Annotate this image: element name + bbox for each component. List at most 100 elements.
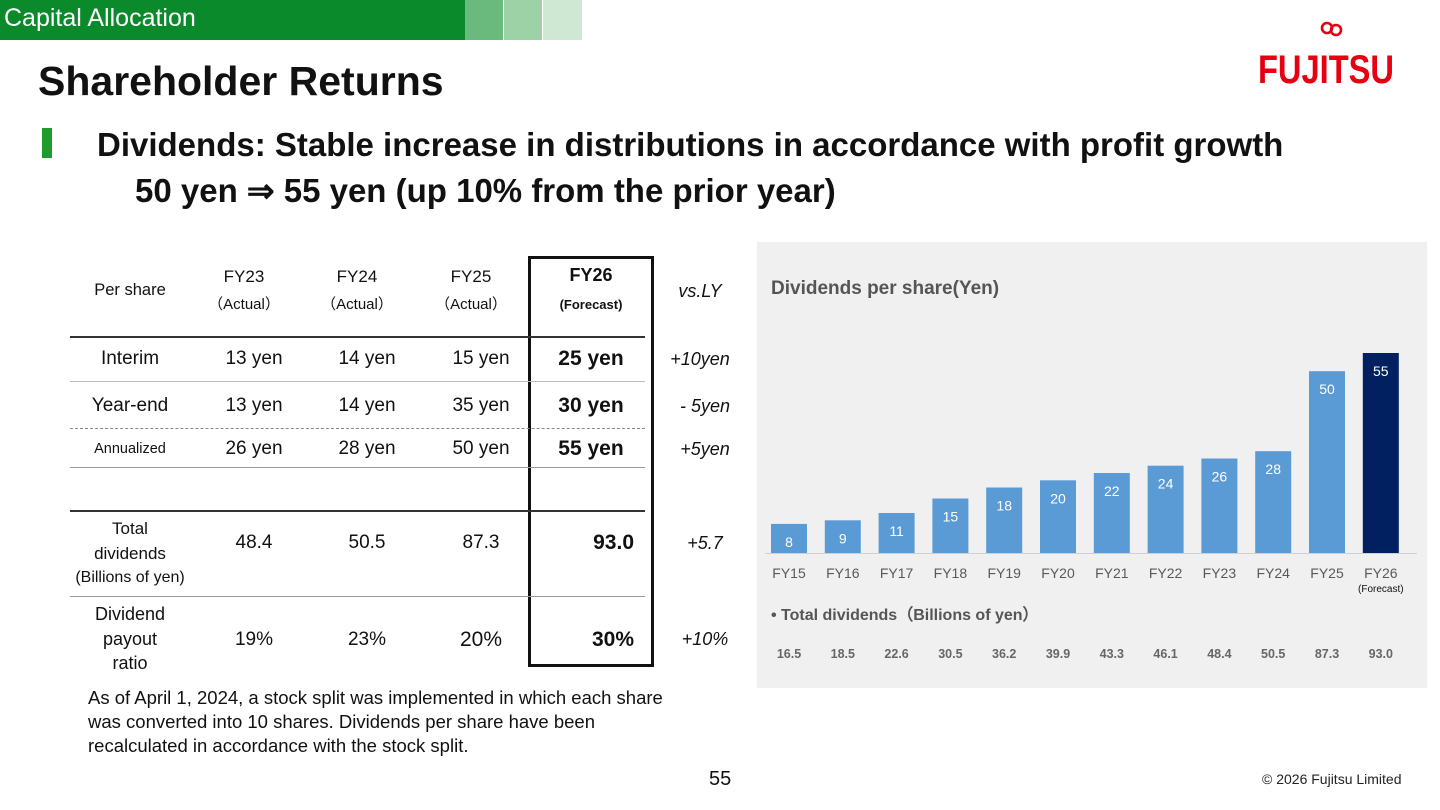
table-cell-forecast: 93.0 bbox=[593, 531, 634, 554]
page-number: 55 bbox=[709, 768, 732, 790]
total-dividend-value: 36.2 bbox=[992, 647, 1016, 661]
bar bbox=[1309, 371, 1345, 553]
row-label-interim: Interim bbox=[100, 348, 160, 369]
table-cell: 13 yen bbox=[225, 348, 283, 369]
vs-last-year-value: +5.7 bbox=[687, 533, 723, 553]
row-label-payout-ratio: ratio bbox=[112, 653, 148, 673]
x-tick-label: FY16 bbox=[826, 565, 860, 581]
total-dividend-value: 39.9 bbox=[1046, 647, 1070, 661]
x-tick-label: FY19 bbox=[987, 565, 1021, 581]
bar-value-label: 11 bbox=[889, 523, 904, 539]
row-label-year-end: Year-end bbox=[91, 395, 169, 416]
bar-value-label: 24 bbox=[1158, 476, 1174, 492]
table-cell: 23% bbox=[347, 629, 387, 650]
dividend-chart-panel: Dividends per share(Yen) 8 FY15 16.5 9 FY16 18… bbox=[757, 242, 1427, 688]
table-cell: 28 yen bbox=[338, 438, 396, 459]
x-tick-label: FY15 bbox=[772, 565, 806, 581]
bar-value-label: 18 bbox=[996, 498, 1012, 514]
table-corner-label: Per share bbox=[94, 281, 166, 299]
table-cell-forecast: 30% bbox=[591, 628, 634, 651]
table-rule bbox=[70, 596, 645, 597]
total-dividend-value: 93.0 bbox=[1369, 647, 1393, 661]
row-label-payout-ratio: Dividend bbox=[94, 604, 166, 624]
table-cell-forecast: 30 yen bbox=[558, 394, 624, 417]
table-rule bbox=[70, 381, 645, 382]
bar bbox=[1362, 353, 1399, 553]
table-cell: 14 yen bbox=[338, 395, 396, 416]
column-year: FY24 bbox=[336, 267, 378, 286]
column-status: （Actual） bbox=[435, 296, 507, 313]
row-label-annualized: Annualized bbox=[94, 441, 166, 457]
bar bbox=[1201, 458, 1238, 553]
vs-last-year-value: +10yen bbox=[670, 349, 730, 369]
logo-wordmark: FUJITSU bbox=[1258, 48, 1394, 89]
x-tick-label: FY17 bbox=[880, 565, 914, 581]
vs-last-year-value: +10% bbox=[681, 629, 729, 649]
section-label: Capital Allocation bbox=[4, 4, 196, 32]
stock-split-footnote: As of April 1, 2024, a stock split was i… bbox=[88, 687, 663, 756]
x-tick-label: FY20 bbox=[1041, 565, 1075, 581]
table-cell: 87.3 bbox=[462, 532, 500, 553]
bar-value-label: 9 bbox=[839, 530, 847, 546]
table-cell-forecast: 55 yen bbox=[558, 437, 624, 460]
row-label-total-dividends: Total bbox=[112, 519, 148, 538]
fujitsu-logo: FUJITSU bbox=[1258, 21, 1394, 89]
band-square-3 bbox=[543, 0, 582, 40]
table-rule-dashed bbox=[70, 428, 645, 429]
vs-last-year-value: +5yen bbox=[680, 439, 730, 459]
column-year: FY25 bbox=[450, 267, 492, 286]
total-dividend-value: 48.4 bbox=[1207, 647, 1231, 661]
table-cell-forecast: 25 yen bbox=[558, 347, 624, 370]
total-dividend-value: 30.5 bbox=[938, 647, 962, 661]
x-tick-label: FY26 bbox=[1364, 565, 1398, 581]
bar-value-label: 22 bbox=[1104, 483, 1120, 499]
x-tick-label: FY24 bbox=[1256, 565, 1290, 581]
table-rule bbox=[70, 510, 645, 512]
bar-value-label: 26 bbox=[1212, 469, 1228, 485]
total-dividend-value: 18.5 bbox=[831, 647, 855, 661]
x-tick-label: FY22 bbox=[1149, 565, 1183, 581]
total-dividend-value: 22.6 bbox=[884, 647, 908, 661]
total-dividend-value: 43.3 bbox=[1100, 647, 1124, 661]
section-band bbox=[0, 0, 465, 40]
column-status: （Actual） bbox=[208, 296, 280, 313]
table-cell: 26 yen bbox=[225, 438, 283, 459]
bar-value-label: 28 bbox=[1265, 461, 1281, 477]
row-label-total-dividends: dividends bbox=[94, 544, 166, 563]
forecast-note: (Forecast) bbox=[1358, 584, 1404, 595]
x-tick-label: FY23 bbox=[1203, 565, 1237, 581]
total-dividend-value: 50.5 bbox=[1261, 647, 1285, 661]
row-label-payout-ratio: payout bbox=[102, 629, 158, 649]
total-dividend-value: 46.1 bbox=[1153, 647, 1177, 661]
bar bbox=[932, 498, 969, 553]
x-tick-label: FY18 bbox=[934, 565, 968, 581]
vs-last-year-value: - 5yen bbox=[679, 396, 731, 416]
bar bbox=[1040, 480, 1076, 553]
bar-value-label: 8 bbox=[785, 534, 793, 550]
vs-last-year-header: vs.LY bbox=[678, 281, 722, 301]
total-dividend-value: 87.3 bbox=[1315, 647, 1339, 661]
bar bbox=[878, 513, 915, 553]
x-tick-label: FY21 bbox=[1095, 565, 1129, 581]
column-status-forecast: (Forecast) bbox=[559, 297, 623, 312]
column-year-forecast: FY26 bbox=[569, 265, 613, 285]
bar-value-label: 20 bbox=[1050, 490, 1066, 506]
bar-value-label: 55 bbox=[1373, 363, 1389, 379]
bar bbox=[771, 523, 807, 553]
x-tick-label: FY25 bbox=[1310, 565, 1344, 581]
band-square-1 bbox=[465, 0, 503, 40]
table-cell: 15 yen bbox=[452, 348, 510, 369]
subtitle-headline: Dividends: Stable increase in distributi… bbox=[97, 126, 1284, 163]
table-cell: 14 yen bbox=[338, 348, 396, 369]
column-status: （Actual） bbox=[321, 296, 393, 313]
table-rule bbox=[70, 467, 645, 468]
table-cell: 50 yen bbox=[452, 438, 510, 459]
total-dividend-value: 16.5 bbox=[777, 647, 801, 661]
page-title: Shareholder Returns bbox=[38, 58, 444, 104]
copyright: © 2026 Fujitsu Limited bbox=[1262, 771, 1402, 787]
chart-title: Dividends per share(Yen) bbox=[771, 278, 999, 299]
dividend-bar-chart: Dividends per share(Yen) 8 FY15 16.5 9 FY16 18… bbox=[765, 278, 1417, 661]
bar-value-label: 50 bbox=[1319, 381, 1335, 397]
table-rule bbox=[70, 336, 645, 338]
table-cell: 48.4 bbox=[235, 532, 273, 553]
